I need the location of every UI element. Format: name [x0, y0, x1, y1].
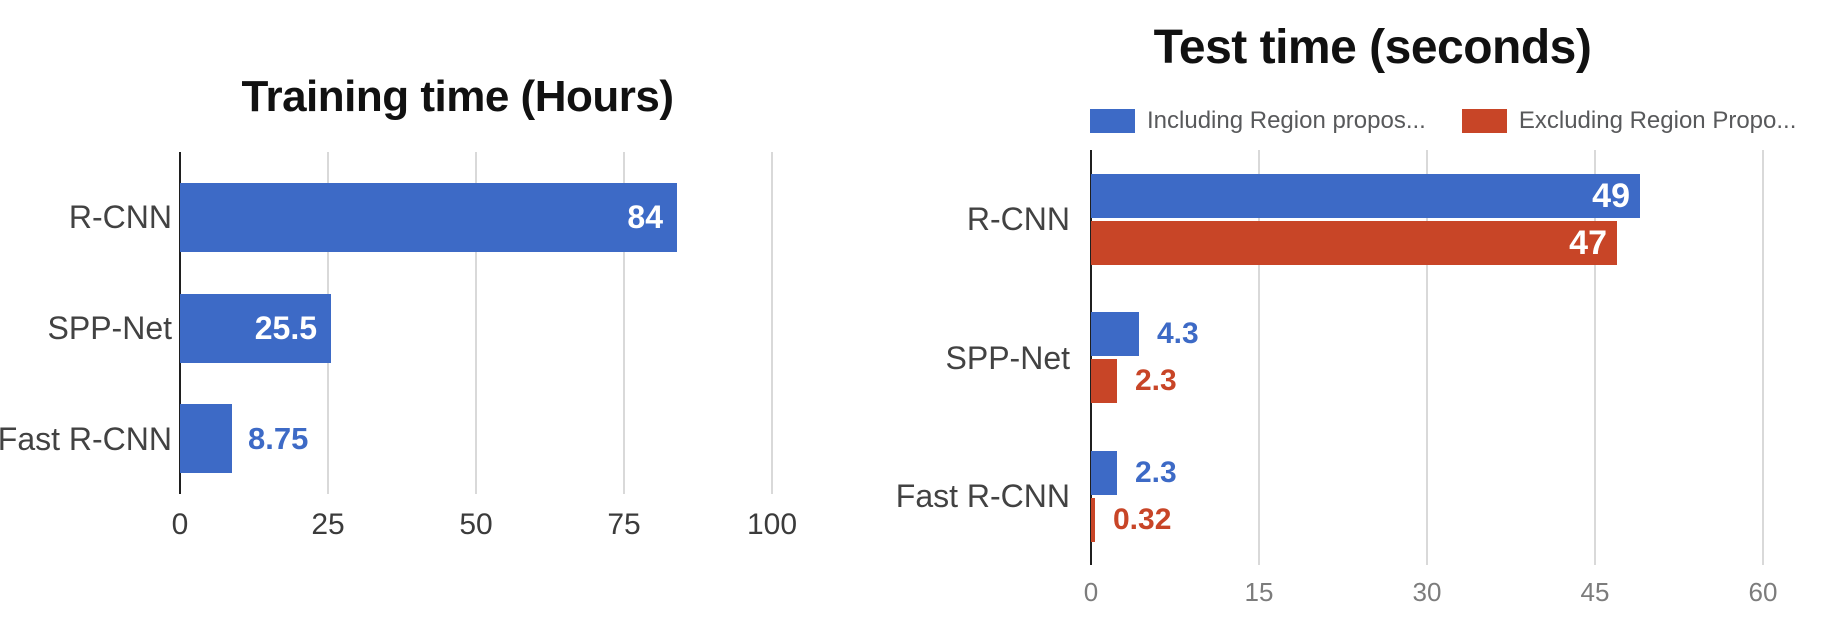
bar-value-label: 2.3	[1135, 364, 1177, 398]
bar	[180, 404, 232, 474]
category-label: R-CNN	[68, 199, 172, 236]
legend-item: Excluding Region Propo...	[1461, 107, 1797, 135]
bar-value-label: 2.3	[1135, 455, 1177, 489]
bar	[1091, 450, 1117, 495]
category-label: R-CNN	[966, 201, 1070, 238]
x-tick-label: 0	[171, 508, 189, 541]
gridline	[1258, 150, 1260, 565]
gridline	[771, 152, 773, 494]
bar-value-label: 49	[1592, 176, 1630, 215]
bar	[1091, 312, 1139, 357]
bar	[1091, 497, 1095, 542]
bar-value-label: 8.75	[248, 421, 309, 457]
category-label: SPP-Net	[47, 310, 172, 347]
bar	[180, 293, 331, 363]
x-tick-label: 60	[1748, 577, 1778, 607]
legend-item: Including Region propos...	[1090, 107, 1426, 135]
x-tick-label: 100	[746, 508, 798, 541]
bar	[1091, 173, 1640, 218]
x-tick-label: 15	[1244, 577, 1274, 607]
category-label: SPP-Net	[945, 339, 1070, 376]
bar	[180, 182, 677, 252]
gridline	[623, 152, 625, 494]
x-tick-label: 75	[607, 508, 641, 541]
chart-title-training: Training time (Hours)	[241, 72, 674, 121]
bar	[1091, 359, 1117, 404]
bar-value-label: 84	[627, 198, 663, 235]
gridline	[475, 152, 477, 494]
legend-series-label: Excluding Region Propo...	[1518, 107, 1797, 134]
x-tick-label: 25	[311, 508, 345, 541]
bar-value-label: 25.5	[254, 309, 317, 346]
x-tick-label: 45	[1580, 577, 1610, 607]
category-label: Fast R-CNN	[895, 478, 1070, 514]
x-tick-label: 30	[1412, 577, 1442, 607]
gridline	[1762, 150, 1764, 565]
legend-swatch	[1461, 109, 1507, 133]
bar	[1091, 220, 1617, 265]
category-label: Fast R-CNN	[0, 420, 172, 457]
gridline	[1594, 150, 1596, 565]
gridline	[1426, 150, 1428, 565]
x-tick-label: 0	[1083, 577, 1099, 607]
x-tick-label: 50	[459, 508, 493, 541]
y-axis-line	[1090, 150, 1092, 565]
bar-value-label: 4.3	[1157, 317, 1199, 351]
bar-value-label: 47	[1569, 223, 1607, 262]
chart-title-test: Test time (seconds)	[1153, 21, 1592, 74]
legend-swatch	[1090, 109, 1135, 133]
legend-series-label: Including Region propos...	[1147, 107, 1426, 134]
bar-value-label: 0.32	[1113, 502, 1172, 536]
legend: Including Region propos... Excluding Regi…	[1090, 107, 1796, 135]
